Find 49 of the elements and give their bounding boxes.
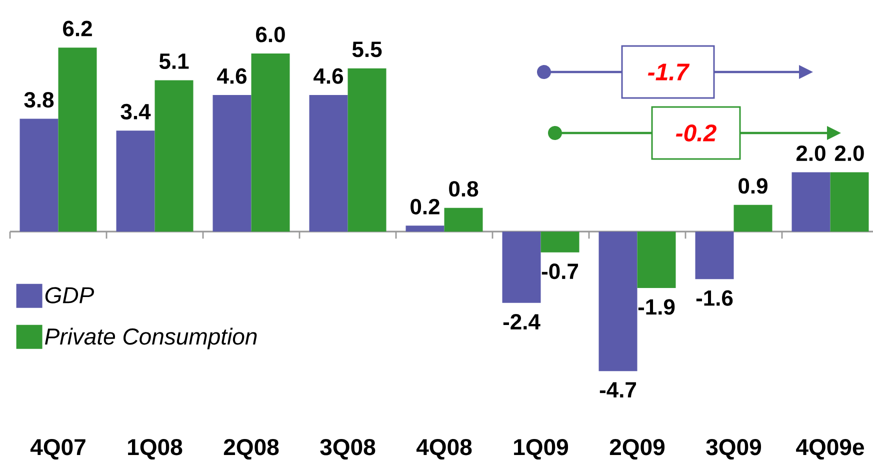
legend-label: Private Consumption [45,328,257,350]
bar [309,95,348,232]
data-label: -0.7 [542,264,578,280]
x-tick-label: 3Q09 [706,438,762,460]
bar [212,95,252,232]
bar [406,226,444,232]
bar [116,130,155,232]
data-label: 2.0 [834,145,864,162]
bar [734,204,772,232]
bar [792,172,830,232]
bar [830,172,869,232]
bar [637,232,676,288]
data-label: 3.4 [120,104,151,120]
bar [251,54,290,232]
data-label: 5.5 [352,42,382,58]
data-label: 4.6 [217,68,247,84]
bar [348,68,386,232]
bar [502,232,541,303]
x-tick-label: 2Q09 [610,438,665,460]
data-label: -1.6 [696,290,733,306]
bar [20,118,58,232]
data-label: 6.0 [256,26,285,42]
annotation: -1.7 [648,64,690,80]
data-label: 0.9 [738,178,768,194]
data-label: 0.2 [410,198,440,214]
data-label: -4.7 [600,382,636,398]
data-label: -1.9 [638,299,675,315]
x-tick-label: 4Q08 [416,438,472,460]
x-tick-label: 1Q09 [514,438,568,460]
bar [154,80,194,232]
x-tick-label: 4Q09e [796,438,864,460]
bar [444,208,483,232]
annotation: -0.2 [676,124,716,142]
data-label: 3.8 [24,92,54,108]
data-label: 4.6 [314,68,344,84]
data-label: 2.0 [796,145,826,162]
data-label: 0.8 [449,181,478,197]
bar [598,232,638,372]
data-label: 6.2 [63,20,92,36]
data-label: 5.1 [159,54,189,70]
x-tick-label: 3Q08 [320,438,376,460]
x-tick-label: 1Q08 [128,438,182,460]
x-tick-label: 2Q08 [224,438,279,460]
x-tick-label: 4Q07 [30,438,86,460]
bar [695,232,734,280]
bar [540,232,580,252]
data-label: -2.4 [503,314,540,330]
bar [58,48,97,232]
legend-label: GDP [45,287,94,304]
